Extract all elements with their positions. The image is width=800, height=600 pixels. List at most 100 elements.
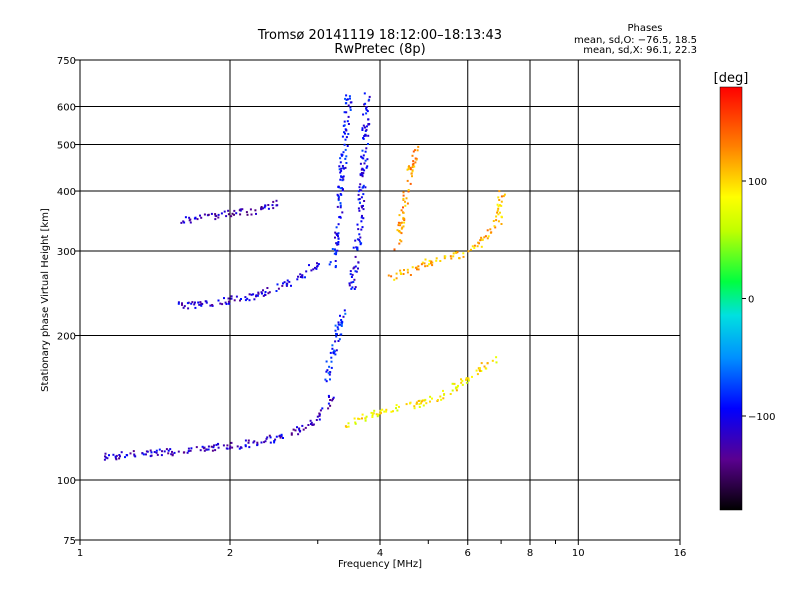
data-point: [260, 207, 263, 210]
data-point: [449, 393, 452, 395]
data-point: [341, 165, 344, 167]
data-point: [268, 434, 271, 437]
data-point: [372, 412, 375, 415]
data-point: [362, 154, 365, 157]
data-point: [233, 299, 236, 302]
data-point: [428, 263, 430, 266]
data-point: [171, 453, 174, 456]
data-point: [160, 454, 163, 457]
data-point: [362, 208, 365, 211]
data-point: [309, 419, 312, 422]
colorbar-tick-label: −100: [748, 412, 775, 423]
data-point: [495, 356, 498, 359]
data-point: [411, 166, 414, 169]
data-point: [344, 312, 347, 315]
data-point: [170, 453, 173, 456]
data-point: [343, 120, 346, 123]
data-point: [404, 204, 407, 207]
data-point: [347, 425, 350, 428]
data-point: [424, 258, 427, 261]
data-point: [345, 129, 348, 132]
data-point: [298, 428, 301, 431]
data-point: [211, 304, 214, 306]
data-point: [365, 112, 368, 115]
data-point: [310, 421, 313, 424]
data-point: [460, 381, 463, 384]
data-point: [227, 300, 230, 303]
data-point: [341, 179, 344, 182]
data-point: [410, 172, 413, 175]
data-point: [215, 443, 218, 446]
data-point: [358, 418, 361, 420]
data-point: [420, 400, 423, 403]
data-point: [197, 301, 200, 304]
data-point: [304, 276, 306, 279]
data-point: [449, 255, 452, 258]
data-point: [368, 98, 371, 101]
data-point: [495, 215, 498, 218]
data-point: [262, 294, 265, 297]
data-point: [334, 265, 337, 267]
data-point: [345, 136, 348, 139]
data-point: [344, 97, 347, 100]
data-point: [255, 212, 257, 215]
data-point: [316, 415, 319, 418]
data-point: [361, 186, 364, 189]
data-point: [260, 291, 263, 294]
data-point: [496, 203, 499, 206]
data-point: [347, 123, 350, 125]
data-point: [194, 217, 197, 220]
y-tick-label: 750: [57, 56, 76, 67]
data-point: [173, 451, 176, 454]
data-point: [495, 361, 498, 364]
data-point: [196, 218, 199, 221]
data-point: [267, 204, 270, 206]
data-point: [354, 286, 357, 289]
data-point: [299, 273, 302, 276]
data-point: [184, 216, 187, 219]
data-point: [346, 98, 349, 101]
data-point: [275, 290, 278, 292]
data-point: [329, 351, 332, 354]
data-point: [349, 106, 352, 109]
data-point: [290, 284, 292, 287]
data-point: [346, 120, 349, 123]
data-point: [161, 450, 163, 453]
data-point: [413, 405, 416, 408]
data-point: [414, 161, 417, 164]
data-point: [341, 187, 343, 190]
data-point: [200, 302, 203, 305]
data-point: [304, 426, 307, 429]
data-point: [308, 264, 310, 267]
data-point: [367, 143, 369, 145]
data-point: [336, 249, 339, 252]
data-point: [177, 301, 180, 304]
data-point: [435, 257, 438, 260]
colorbar-tick-label: 100: [748, 177, 767, 188]
data-point: [411, 175, 413, 178]
data-point: [400, 227, 403, 230]
data-point: [202, 447, 205, 450]
data-point: [499, 204, 501, 207]
data-point: [267, 207, 270, 210]
data-point: [272, 200, 275, 203]
data-point: [327, 394, 330, 397]
data-point: [409, 168, 412, 171]
data-point: [457, 384, 459, 387]
data-point: [336, 242, 339, 245]
x-tick-label: 1: [77, 548, 83, 559]
data-point: [354, 265, 357, 268]
data-point: [362, 168, 364, 171]
data-point: [365, 415, 368, 418]
data-point: [210, 212, 213, 215]
data-point: [345, 94, 348, 97]
data-point: [233, 213, 235, 216]
data-point: [358, 240, 361, 243]
data-point: [399, 271, 402, 274]
y-axis-label: Stationary phase Virtual Height [km]: [40, 208, 51, 392]
data-point: [339, 187, 342, 190]
data-point: [335, 253, 337, 256]
data-point: [439, 395, 442, 398]
data-point: [339, 171, 342, 174]
data-point: [340, 169, 343, 172]
